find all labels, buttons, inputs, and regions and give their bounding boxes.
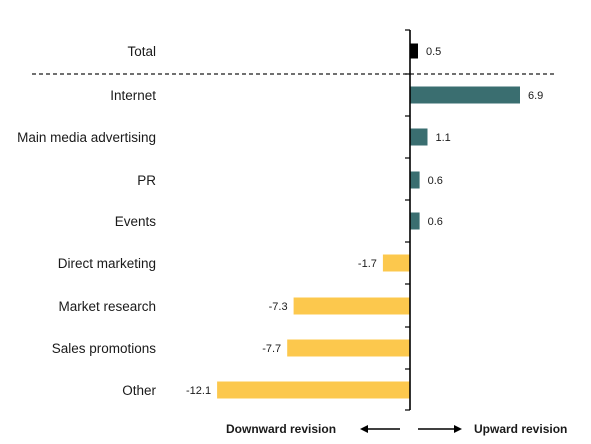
zero-axis-ticks [405, 29, 410, 411]
value-label-other: -12.1 [186, 385, 211, 397]
value-label-main-media-advertising: 1.1 [436, 132, 451, 144]
category-label-events: Events [115, 214, 157, 229]
category-label-other: Other [122, 383, 156, 398]
bar-other [217, 381, 410, 399]
left-arrow-icon [360, 425, 400, 433]
bar-direct-marketing [382, 254, 410, 272]
bar-events [410, 212, 420, 230]
value-label-internet: 6.9 [528, 90, 543, 102]
bars-group [217, 43, 520, 399]
value-label-pr: 0.6 [428, 175, 443, 187]
right-arrow-icon [418, 425, 462, 433]
downward-revision-label: Downward revision [226, 422, 336, 436]
bar-market-research [293, 297, 410, 315]
bar-total [410, 43, 418, 59]
bar-main-media-advertising [410, 128, 428, 146]
value-label-total: 0.5 [426, 46, 441, 58]
bar-internet [410, 86, 520, 104]
category-labels: Total Internet Main media advertising PR Eve… [17, 44, 156, 398]
category-label-internet: Internet [110, 88, 156, 103]
category-label-main-media-advertising: Main media advertising [17, 130, 156, 145]
value-label-direct-marketing: -1.7 [358, 258, 377, 270]
category-label-market-research: Market research [58, 299, 156, 314]
value-label-events: 0.6 [428, 216, 443, 228]
bar-sales-promotions [287, 339, 410, 357]
value-labels: 0.5 6.9 1.1 0.6 0.6 -1.7 -7.3 -7.7 -12.1 [186, 46, 543, 397]
category-label-sales-promotions: Sales promotions [52, 341, 157, 356]
upward-revision-label: Upward revision [474, 422, 567, 436]
category-label-pr: PR [137, 173, 156, 188]
value-label-sales-promotions: -7.7 [262, 343, 281, 355]
bar-pr [410, 171, 420, 189]
value-label-market-research: -7.3 [269, 301, 288, 313]
category-label-total: Total [127, 44, 156, 59]
category-label-direct-marketing: Direct marketing [58, 256, 156, 271]
